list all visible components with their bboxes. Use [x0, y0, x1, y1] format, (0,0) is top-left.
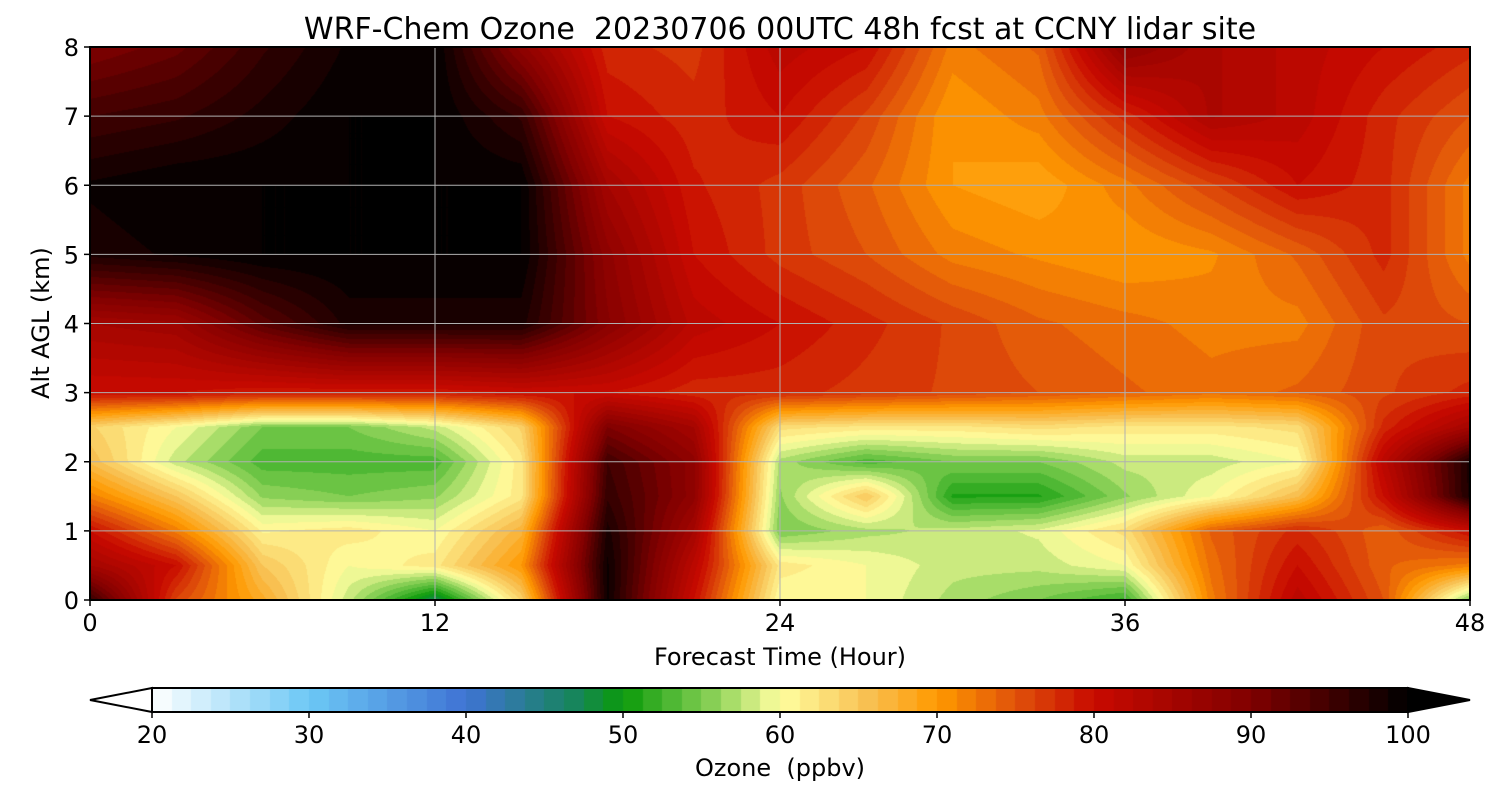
colorbar-ticks: 20 30 40 50 60 70 80 90 100: [137, 712, 1431, 749]
y-tick-label: 3: [64, 380, 79, 408]
colorbar-tick-label: 90: [1236, 721, 1267, 749]
colorbar-extend-low: [89, 686, 153, 714]
colorbar-tick-label: 20: [137, 721, 168, 749]
y-tick-label: 8: [64, 34, 79, 62]
x-tick-label: 24: [765, 609, 796, 637]
chart-title: WRF-Chem Ozone 20230706 00UTC 48h fcst a…: [304, 12, 1256, 47]
y-tick-label: 5: [64, 241, 79, 269]
colorbar-gradient: [152, 688, 1408, 712]
colorbar-tick-label: 100: [1385, 721, 1431, 749]
colorbar-tick-label: 50: [608, 721, 639, 749]
x-tick-label: 12: [420, 609, 451, 637]
colorbar-tick-label: 70: [922, 721, 953, 749]
y-tick-label: 6: [64, 172, 79, 200]
y-tick-label: 0: [64, 587, 79, 615]
x-tick-label: 36: [1110, 609, 1141, 637]
x-tick-label: 0: [82, 609, 97, 637]
colorbar-tick-label: 60: [765, 721, 796, 749]
y-tick-label: 2: [64, 449, 79, 477]
x-axis-ticks: 0 12 24 36 48: [82, 600, 1485, 637]
y-tick-label: 4: [64, 311, 79, 339]
colorbar-tick-label: 30: [294, 721, 325, 749]
colorbar-tick-label: 40: [451, 721, 482, 749]
y-tick-label: 7: [64, 103, 79, 131]
colorbar-extend-high: [1407, 686, 1471, 714]
colorbar: 20 30 40 50 60 70 80 90 100 Ozone (ppbv): [89, 686, 1471, 782]
colorbar-tick-label: 80: [1079, 721, 1110, 749]
y-tick-label: 1: [64, 518, 79, 546]
y-axis-label: Alt AGL (km): [27, 247, 55, 399]
y-axis-ticks: 0 1 2 3 4 5 6 7 8: [64, 34, 90, 615]
x-tick-label: 48: [1455, 609, 1486, 637]
colorbar-label: Ozone (ppbv): [695, 754, 865, 782]
x-axis-label: Forecast Time (Hour): [654, 643, 906, 671]
